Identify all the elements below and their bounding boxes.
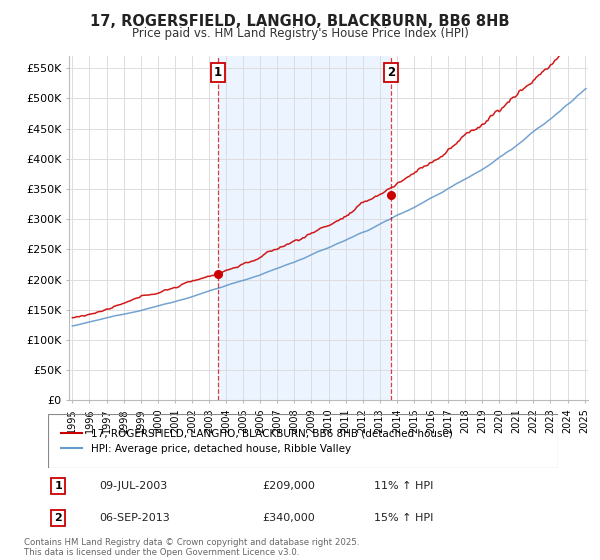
Text: 06-SEP-2013: 06-SEP-2013 [99, 513, 170, 523]
Text: 1: 1 [55, 480, 62, 491]
Text: Contains HM Land Registry data © Crown copyright and database right 2025.
This d: Contains HM Land Registry data © Crown c… [24, 538, 359, 557]
Text: 11% ↑ HPI: 11% ↑ HPI [374, 480, 434, 491]
Text: 2: 2 [55, 513, 62, 523]
Text: £209,000: £209,000 [262, 480, 315, 491]
Text: 2: 2 [387, 66, 395, 80]
Text: Price paid vs. HM Land Registry's House Price Index (HPI): Price paid vs. HM Land Registry's House … [131, 27, 469, 40]
Legend: 17, ROGERSFIELD, LANGHO, BLACKBURN, BB6 8HB (detached house), HPI: Average price: 17, ROGERSFIELD, LANGHO, BLACKBURN, BB6 … [58, 425, 455, 457]
Text: 1: 1 [214, 66, 222, 80]
Text: 17, ROGERSFIELD, LANGHO, BLACKBURN, BB6 8HB: 17, ROGERSFIELD, LANGHO, BLACKBURN, BB6 … [90, 14, 510, 29]
Text: £340,000: £340,000 [262, 513, 315, 523]
Text: 15% ↑ HPI: 15% ↑ HPI [374, 513, 434, 523]
Bar [218, 56, 391, 400]
Text: 09-JUL-2003: 09-JUL-2003 [99, 480, 167, 491]
